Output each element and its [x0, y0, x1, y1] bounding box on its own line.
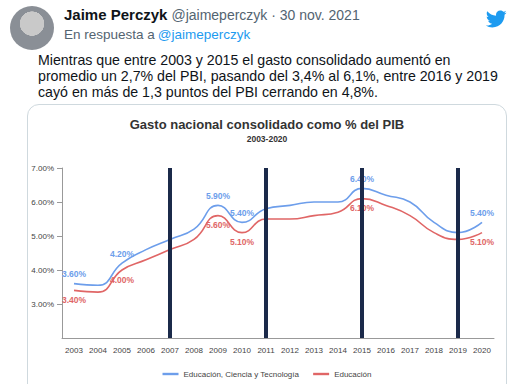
svg-text:3.60%: 3.60% [62, 269, 87, 279]
html-text:En respuesta a @jaimeperczyk: En respuesta a @jaimeperczyk [64, 27, 251, 42]
svg-text:2003-2020: 2003-2020 [247, 134, 288, 144]
svg-text:2005: 2005 [113, 346, 131, 355]
svg-text:5.10%: 5.10% [230, 237, 255, 247]
svg-text:2009: 2009 [209, 346, 227, 355]
svg-text:2010: 2010 [233, 346, 251, 355]
svg-text:2008: 2008 [185, 346, 203, 355]
svg-text:6.40%: 6.40% [349, 173, 375, 184]
svg-text:2006: 2006 [137, 346, 155, 355]
svg-text:5.60%: 5.60% [206, 220, 231, 230]
svg-text:4.20%: 4.20% [110, 249, 135, 259]
svg-text:2004: 2004 [89, 346, 107, 355]
html-text:Mientras que entre 2003 y 2015: Mientras que entre 2003 y 2015 el gasto … [38, 52, 498, 100]
svg-text:2011: 2011 [257, 346, 275, 355]
svg-text:6.10%: 6.10% [349, 203, 375, 214]
html-text:Jaime Perczyk @jaimeperczyk ·: Jaime Perczyk @jaimeperczyk · 30 nov. 20… [64, 6, 360, 23]
svg-text:2012: 2012 [281, 346, 299, 355]
svg-text:5.40%: 5.40% [470, 208, 495, 218]
svg-text:2020: 2020 [473, 346, 491, 355]
svg-text:Gasto nacional consolidado com: Gasto nacional consolidado como % del PI… [130, 117, 405, 132]
svg-text:5.00%: 5.00% [31, 232, 54, 241]
svg-text:2018: 2018 [425, 346, 443, 355]
svg-text:5.40%: 5.40% [230, 208, 255, 218]
svg-text:2014: 2014 [329, 346, 347, 355]
svg-text:7.00%: 7.00% [31, 164, 54, 173]
svg-text:2019: 2019 [449, 346, 467, 355]
svg-text:4.00%: 4.00% [110, 275, 135, 285]
svg-text:2017: 2017 [401, 346, 419, 355]
svg-text:3.40%: 3.40% [62, 295, 87, 305]
svg-text:2015: 2015 [353, 346, 371, 355]
svg-text:Educación: Educación [334, 370, 371, 379]
svg-text:2003: 2003 [65, 346, 83, 355]
svg-text:5.10%: 5.10% [470, 237, 495, 247]
svg-text:2013: 2013 [305, 346, 323, 355]
svg-text:6.00%: 6.00% [31, 198, 54, 207]
svg-text:2016: 2016 [377, 346, 395, 355]
svg-text:4.00%: 4.00% [31, 266, 54, 275]
svg-text:3.00%: 3.00% [31, 300, 54, 309]
svg-text:Educación, Ciencia y Tecnologí: Educación, Ciencia y Tecnología [184, 370, 300, 379]
svg-text:2007: 2007 [161, 346, 179, 355]
svg-text:5.90%: 5.90% [206, 191, 231, 201]
